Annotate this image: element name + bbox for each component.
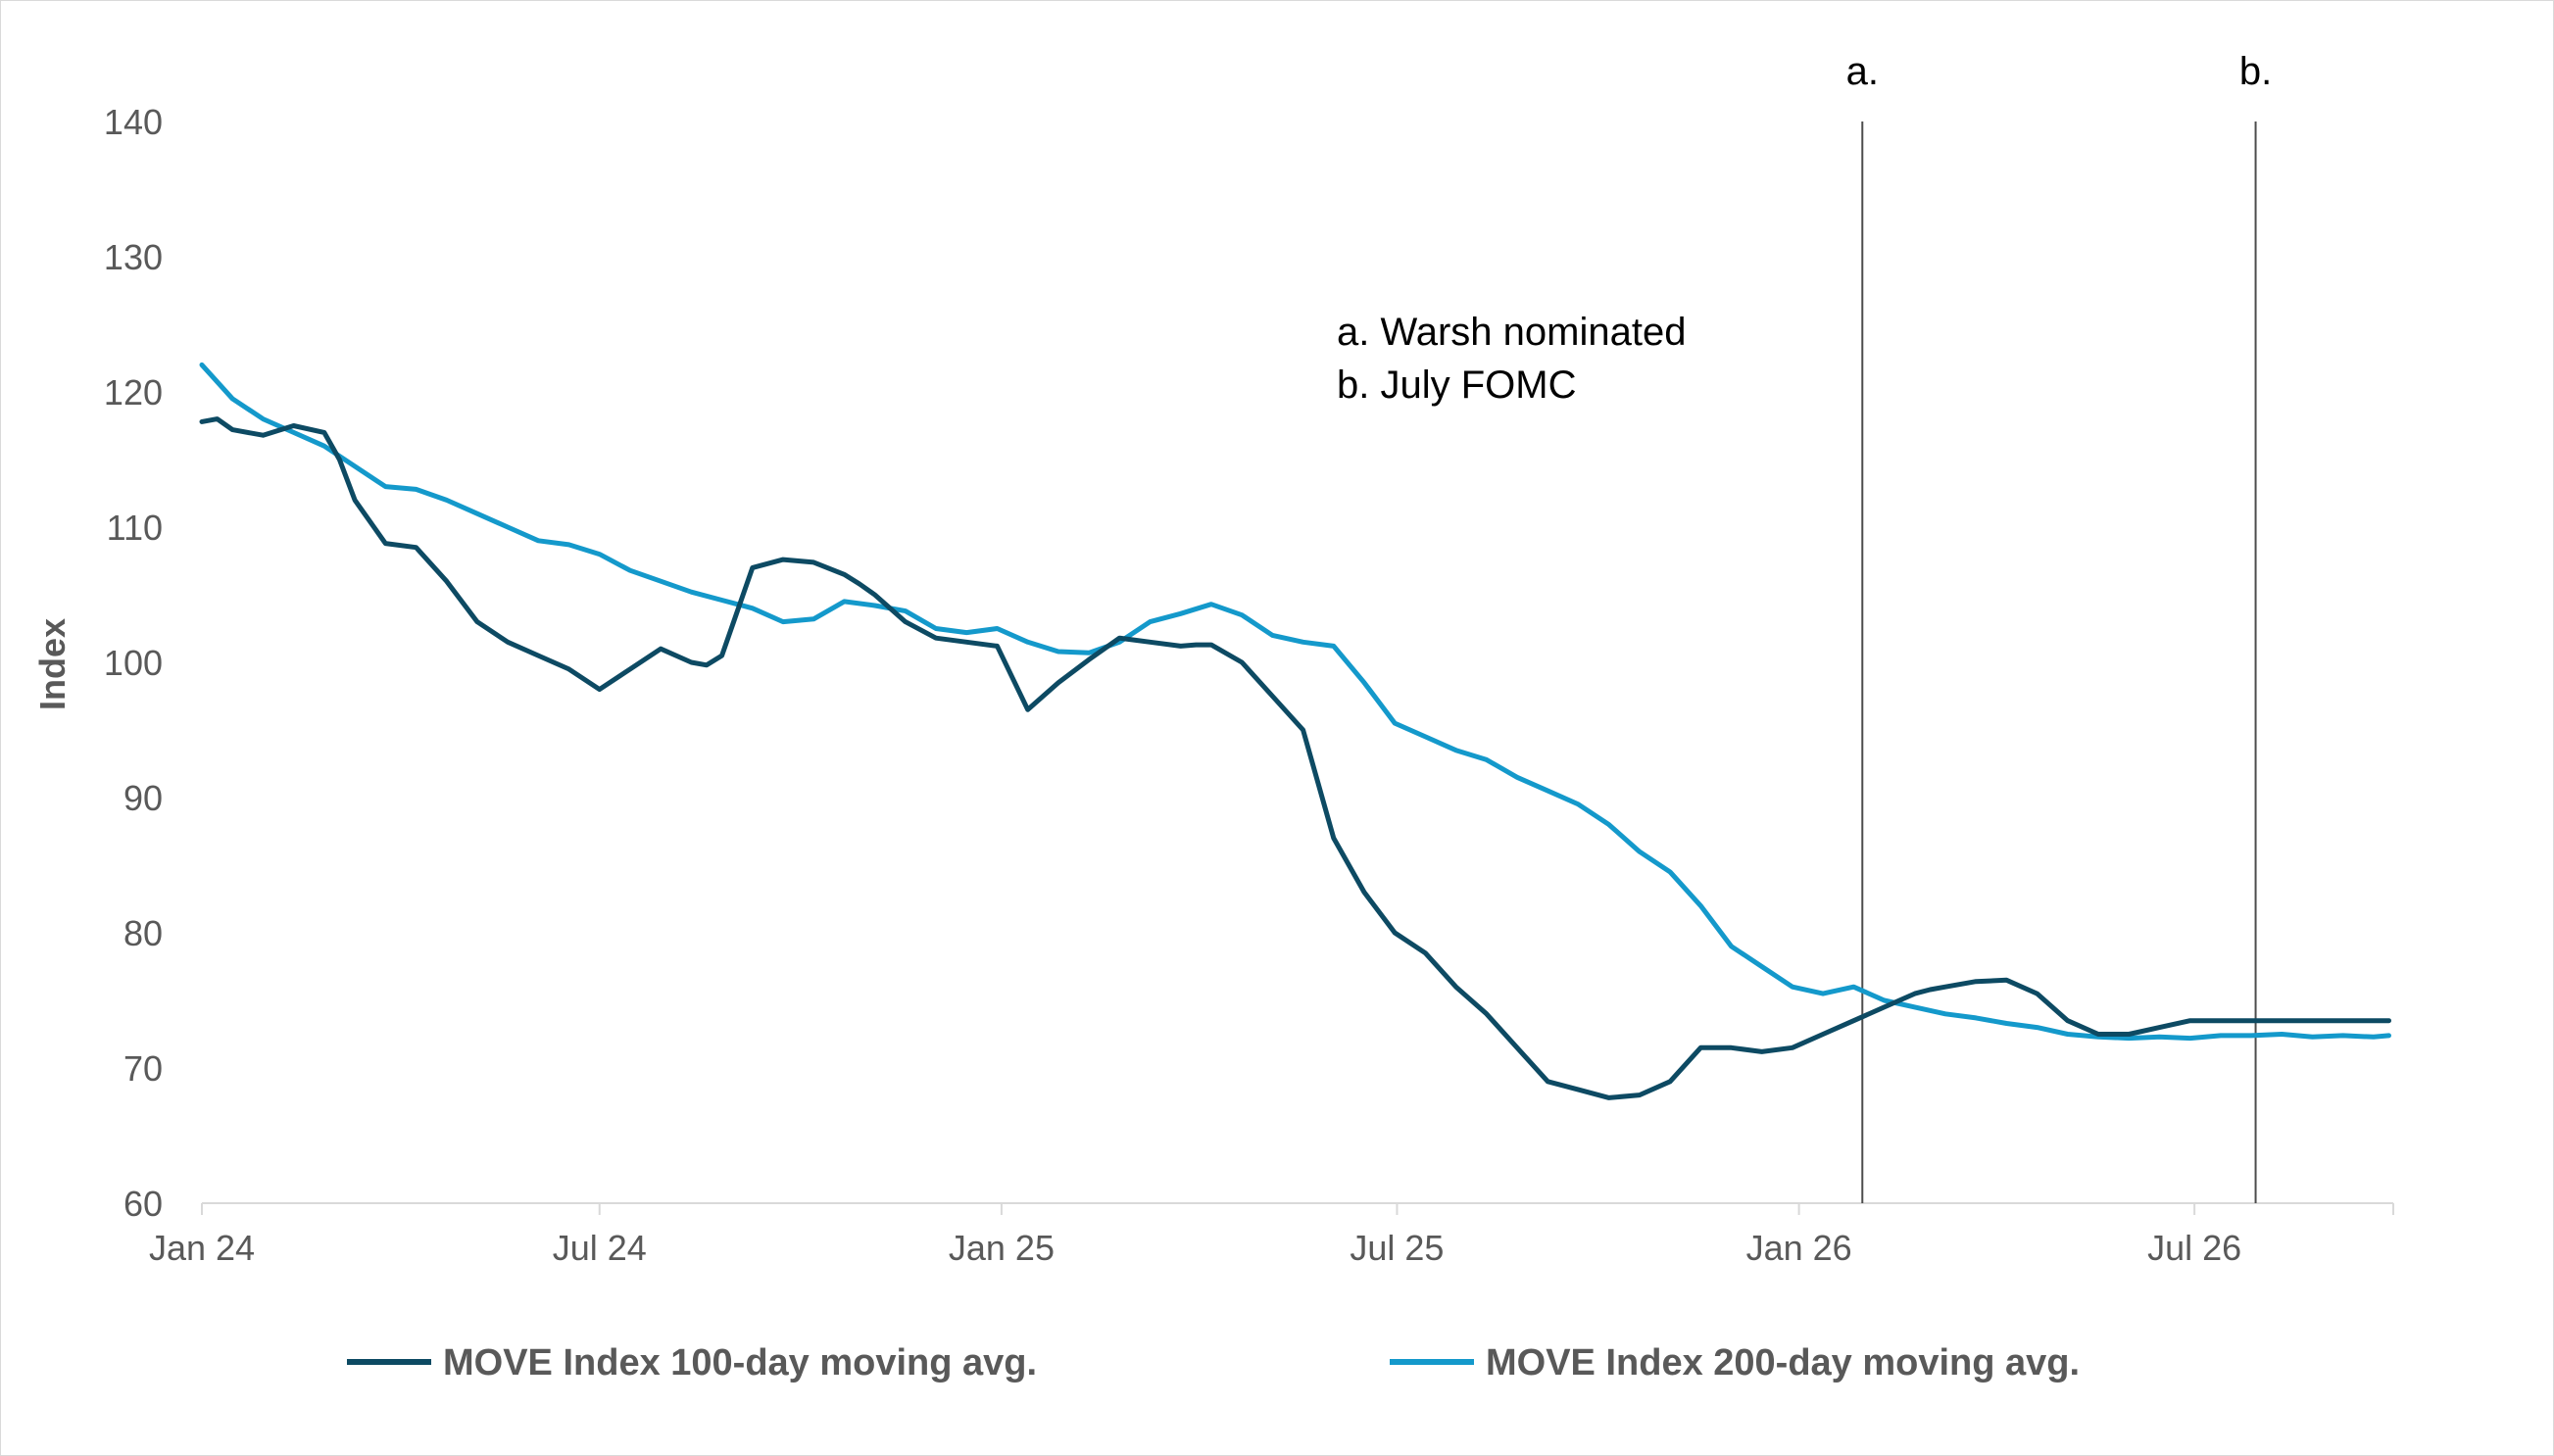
legend-label: MOVE Index 100-day moving avg.: [443, 1342, 1037, 1383]
x-tick-label: Jan 25: [949, 1228, 1055, 1268]
x-tick-label: Jul 26: [2147, 1228, 2241, 1268]
y-tick-label: 120: [104, 372, 163, 413]
event-line-label: a.: [1846, 50, 1879, 93]
legend: MOVE Index 100-day moving avg. MOVE Index…: [347, 1342, 2080, 1383]
event-line-label: b.: [2239, 50, 2272, 93]
x-tick-label: Jan 24: [149, 1228, 255, 1268]
annotation-notes: a. Warsh nominated b. July FOMC: [1337, 311, 1686, 407]
y-tick-label: 90: [123, 778, 163, 818]
series-line: [199, 416, 2391, 1100]
y-axis-ticks: 60 70 80 90 100 110 120 130 140: [104, 102, 163, 1224]
legend-label: MOVE Index 200-day moving avg.: [1486, 1342, 2080, 1383]
annotation-note: a. Warsh nominated: [1337, 311, 1686, 354]
y-tick-label: 130: [104, 237, 163, 277]
series-lines: [199, 362, 2391, 1100]
y-tick-label: 100: [104, 643, 163, 683]
y-tick-label: 80: [123, 913, 163, 953]
event-lines: a. b.: [1846, 50, 2272, 1203]
y-tick-label: 140: [104, 102, 163, 142]
y-axis-title: Index: [32, 618, 73, 710]
x-tick-label: Jul 25: [1350, 1228, 1444, 1268]
x-axis: Jan 24 Jul 24 Jan 25 Jul 25 Jan 26 Jul 26: [149, 1202, 2394, 1268]
series-line: [199, 362, 2391, 1042]
y-tick-label: 110: [107, 508, 163, 548]
x-tick-label: Jan 26: [1746, 1228, 1852, 1268]
y-tick-label: 60: [123, 1184, 163, 1224]
x-tick-label: Jul 24: [553, 1228, 647, 1268]
annotation-note: b. July FOMC: [1337, 364, 1576, 407]
y-tick-label: 70: [123, 1048, 163, 1089]
